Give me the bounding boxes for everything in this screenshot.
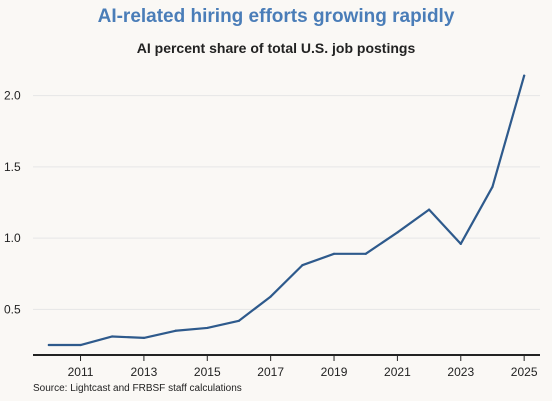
data-point [47,343,50,347]
data-point [142,336,146,339]
data-point [332,252,336,255]
data-point [459,242,462,245]
x-tick-label: 2013 [131,365,158,379]
x-tick-label: 2015 [194,365,221,379]
data-point [79,343,82,347]
data-point [206,326,209,330]
chart-title: AI-related hiring efforts growing rapidl… [97,6,455,27]
data-point [427,208,431,211]
source-note: Source: Lightcast and FRBSF staff calcul… [33,383,242,394]
y-tick-label: 1.0 [4,231,21,245]
x-tick-label: 2019 [321,365,348,379]
data-point [396,231,399,234]
x-tick-label: 2017 [257,365,284,379]
y-tick-label: 1.5 [4,160,21,174]
y-tick-label: 0.5 [4,302,21,316]
y-tick-label: 2.0 [4,89,21,103]
x-tick-label: 2025 [511,365,538,379]
series-line [47,74,526,347]
data-point [111,335,114,338]
x-tick-label: 2011 [68,365,94,379]
x-tick-label: 2023 [447,365,474,379]
data-point [269,295,272,298]
data-point [364,252,367,255]
data-point [301,264,304,267]
x-tick-label: 2021 [384,365,411,379]
data-point [523,74,526,77]
data-point [491,185,494,188]
chart-subtitle: AI percent share of total U.S. job posti… [136,40,416,56]
data-point [174,329,177,332]
data-point [237,319,241,322]
